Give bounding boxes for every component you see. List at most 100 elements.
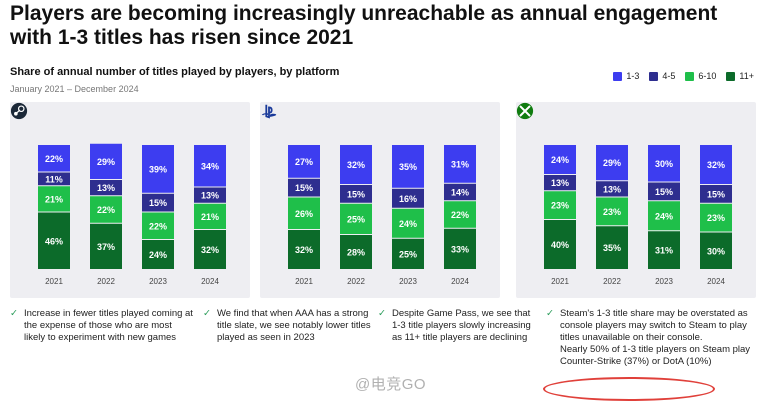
legend-label: 4-5: [662, 71, 676, 81]
bar-seg-4-5-2024: [700, 185, 732, 203]
data-label: 46%: [45, 236, 63, 246]
check-icon: ✓: [203, 308, 211, 319]
bar-seg-1-3-2021: [544, 145, 576, 174]
bar-seg-11-plus-2021: [38, 212, 70, 269]
headline: Players are becoming increasingly unreac…: [10, 2, 718, 49]
playstation-panel: 32% 26% 15% 27% 2021 28% 25% 15% 32% 2022 25% 24% 16…: [260, 102, 500, 298]
x-tick-label: 2022: [347, 277, 365, 286]
legend-item-6-10: 6-10: [685, 71, 716, 81]
bar-seg-6-10-2022: [90, 196, 122, 223]
data-label: 22%: [149, 221, 167, 231]
bar-seg-11-plus-2021: [544, 220, 576, 269]
bar-seg-6-10-2023: [392, 208, 424, 238]
bar-seg-4-5-2024: [194, 187, 226, 203]
x-tick-label: 2022: [97, 277, 115, 286]
note-1: ✓ Increase in fewer titles played coming…: [10, 308, 195, 344]
x-tick-label: 2021: [45, 277, 63, 286]
bar-seg-4-5-2024: [444, 183, 476, 201]
data-label: 34%: [201, 161, 219, 171]
bar-seg-6-10-2024: [700, 203, 732, 232]
data-label: 32%: [347, 160, 365, 170]
legend-label: 11+: [739, 71, 754, 81]
data-label: 25%: [399, 249, 417, 259]
highlight-circle: [543, 377, 715, 401]
data-label: 32%: [707, 160, 725, 170]
bar-seg-11-plus-2023: [142, 240, 174, 269]
data-label: 15%: [295, 183, 313, 193]
x-tick-label: 2023: [655, 277, 673, 286]
bar-seg-6-10-2024: [444, 201, 476, 228]
bar-seg-6-10-2021: [38, 186, 70, 212]
bar-seg-4-5-2023: [392, 188, 424, 208]
bar-seg-1-3-2021: [38, 145, 70, 172]
data-label: 24%: [551, 155, 569, 165]
bar-seg-1-3-2024: [700, 145, 732, 184]
check-icon: ✓: [378, 308, 386, 319]
bar-seg-11-plus-2022: [596, 226, 628, 269]
data-label: 35%: [603, 243, 621, 253]
playstation-logo-icon: [261, 104, 277, 119]
note-4: ✓ Steam's 1-3 title share may be oversta…: [546, 308, 756, 368]
bar-seg-11-plus-2024: [700, 232, 732, 269]
data-label: 15%: [655, 187, 673, 197]
data-label: 23%: [603, 207, 621, 217]
bar-seg-11-plus-2023: [392, 238, 424, 269]
steam-logo-icon: [10, 102, 28, 120]
steam-panel: 46% 21% 11% 22% 2021 37% 22% 13% 29% 2022 24% 22% 15…: [10, 102, 250, 298]
bar-seg-4-5-2021: [288, 178, 320, 197]
bar-seg-6-10-2022: [596, 197, 628, 226]
note-2: ✓ We find that when AAA has a strong tit…: [203, 308, 373, 344]
bar-seg-11-plus-2024: [444, 228, 476, 269]
bar-seg-4-5-2022: [340, 185, 372, 203]
data-label: 16%: [399, 194, 417, 204]
legend-label: 1-3: [626, 71, 640, 81]
note-3: ✓ Despite Game Pass, we see that 1-3 tit…: [378, 308, 538, 344]
xbox-chart: 40% 23% 13% 24% 2021 35% 23% 13% 29% 2022 31% 24% 15…: [544, 145, 732, 286]
data-label: 29%: [603, 158, 621, 168]
note-text: Increase in fewer titles played coming a…: [23, 308, 193, 343]
x-tick-label: 2024: [451, 277, 469, 286]
data-label: 32%: [201, 245, 219, 255]
data-label: 25%: [347, 214, 365, 224]
data-label: 30%: [707, 246, 725, 256]
legend-swatch: [685, 71, 695, 81]
note-text: Steam's 1-3 title share may be overstate…: [559, 308, 748, 343]
bar-seg-6-10-2023: [142, 212, 174, 239]
data-label: 21%: [45, 194, 63, 204]
data-label: 30%: [655, 159, 673, 169]
data-label: 23%: [551, 201, 569, 211]
data-label: 13%: [551, 178, 569, 188]
bar-seg-6-10-2022: [340, 203, 372, 234]
playstation-chart: 32% 26% 15% 27% 2021 28% 25% 15% 32% 2022 25% 24% 16…: [288, 145, 476, 286]
data-label: 24%: [149, 250, 167, 260]
legend-swatch: [613, 71, 623, 81]
bar-seg-1-3-2022: [340, 145, 372, 184]
data-label: 31%: [655, 246, 673, 256]
data-label: 39%: [149, 164, 167, 174]
bar-seg-1-3-2024: [194, 145, 226, 187]
legend-swatch: [649, 71, 659, 81]
data-label: 33%: [451, 244, 469, 254]
bar-seg-4-5-2021: [544, 175, 576, 191]
bar-seg-11-plus-2022: [340, 235, 372, 269]
legend-swatch: [726, 71, 736, 81]
data-label: 26%: [295, 209, 313, 219]
legend-item-11-plus: 11+: [726, 71, 754, 81]
data-label: 24%: [655, 211, 673, 221]
bar-seg-1-3-2023: [142, 145, 174, 193]
note-body: Steam's 1-3 title share may be overstate…: [560, 308, 756, 368]
bar-seg-11-plus-2021: [288, 230, 320, 269]
data-label: 13%: [97, 183, 115, 193]
bar-seg-1-3-2023: [648, 145, 680, 182]
x-tick-label: 2024: [201, 277, 219, 286]
data-label: 13%: [201, 191, 219, 201]
note-text: We find that when AAA has a strong title…: [216, 308, 371, 343]
bar-seg-11-plus-2024: [194, 230, 226, 269]
x-tick-label: 2023: [399, 277, 417, 286]
bar-seg-1-3-2022: [596, 145, 628, 181]
bar-seg-11-plus-2023: [648, 231, 680, 269]
data-label: 15%: [707, 189, 725, 199]
bar-seg-6-10-2021: [288, 197, 320, 229]
x-tick-label: 2022: [603, 277, 621, 286]
data-label: 29%: [97, 157, 115, 167]
